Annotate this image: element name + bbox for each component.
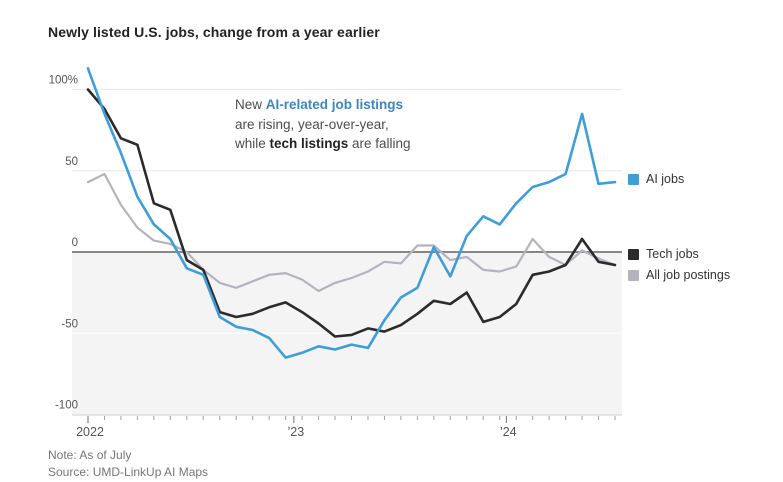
annotation-ai-highlight: AI-related job listings [265, 97, 404, 112]
chart-title: Newly listed U.S. jobs, change from a ye… [48, 24, 380, 40]
ai-jobs-swatch-icon [628, 173, 639, 185]
chart-source: Source: UMD-LinkUp AI Maps [48, 465, 209, 479]
y-axis-label: 0 [72, 237, 78, 249]
legend-item-tech-jobs: Tech jobs [628, 247, 699, 261]
x-axis-label: ’24 [500, 425, 517, 439]
y-axis-label: 100% [49, 75, 78, 87]
y-axis-label: -100 [55, 400, 78, 412]
annotation-line-2: are rising, year-over-year, [235, 116, 389, 132]
series-line-tech-jobs [86, 88, 617, 338]
annotation-line-3: while tech listings are falling [235, 136, 411, 151]
legend-item-ai-jobs: AI jobs [628, 172, 684, 186]
legend-label-tech-jobs: Tech jobs [646, 247, 699, 261]
x-axis-label: ’23 [288, 425, 305, 439]
chart-note: Note: As of July [48, 448, 132, 462]
annotation-tech-highlight: tech listings [269, 136, 349, 151]
annotation-line-1: New AI-related job listings [235, 97, 404, 112]
y-axis-label: 50 [65, 156, 78, 168]
chart-annotation: New AI-related job listings are rising, … [235, 95, 411, 154]
y-axis-label: -50 [61, 318, 78, 330]
tech-jobs-swatch-icon [628, 248, 639, 260]
x-axis-label: 2022 [76, 425, 104, 439]
legend-item-all-job-postings: All job postings [628, 268, 730, 282]
legend-label-all-job-postings: All job postings [646, 268, 731, 282]
all-job-postings-swatch-icon [628, 269, 639, 281]
legend-label-ai-jobs: AI jobs [646, 172, 685, 186]
series-line-ai-jobs [86, 67, 617, 359]
